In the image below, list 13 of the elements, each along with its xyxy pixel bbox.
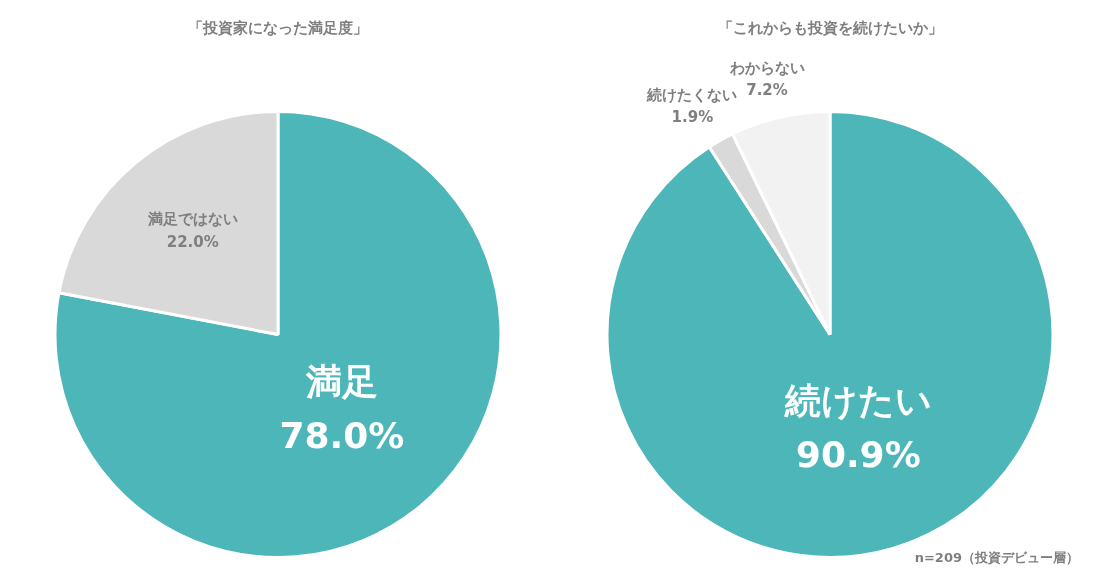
slice-label: わからない [728,58,805,77]
text: n=209（投資デビュー層） [914,549,1079,567]
slice-label: 満足ではない [146,210,238,229]
slice-label: 満足 [304,361,378,403]
chart-title: 「これからも投資を続けたいか」 [717,18,943,37]
data-label: 7.2% [746,81,788,100]
slice-label: 続けたい [783,380,932,422]
data-label: 78.0% [279,415,405,457]
slice-label: 続けたくない [646,85,738,104]
data-label: 22.0% [166,232,219,251]
data-label: 90.9% [795,434,921,476]
chart-title: 「投資家になった満足度」 [188,18,368,37]
data-label: 1.9% [671,108,714,127]
